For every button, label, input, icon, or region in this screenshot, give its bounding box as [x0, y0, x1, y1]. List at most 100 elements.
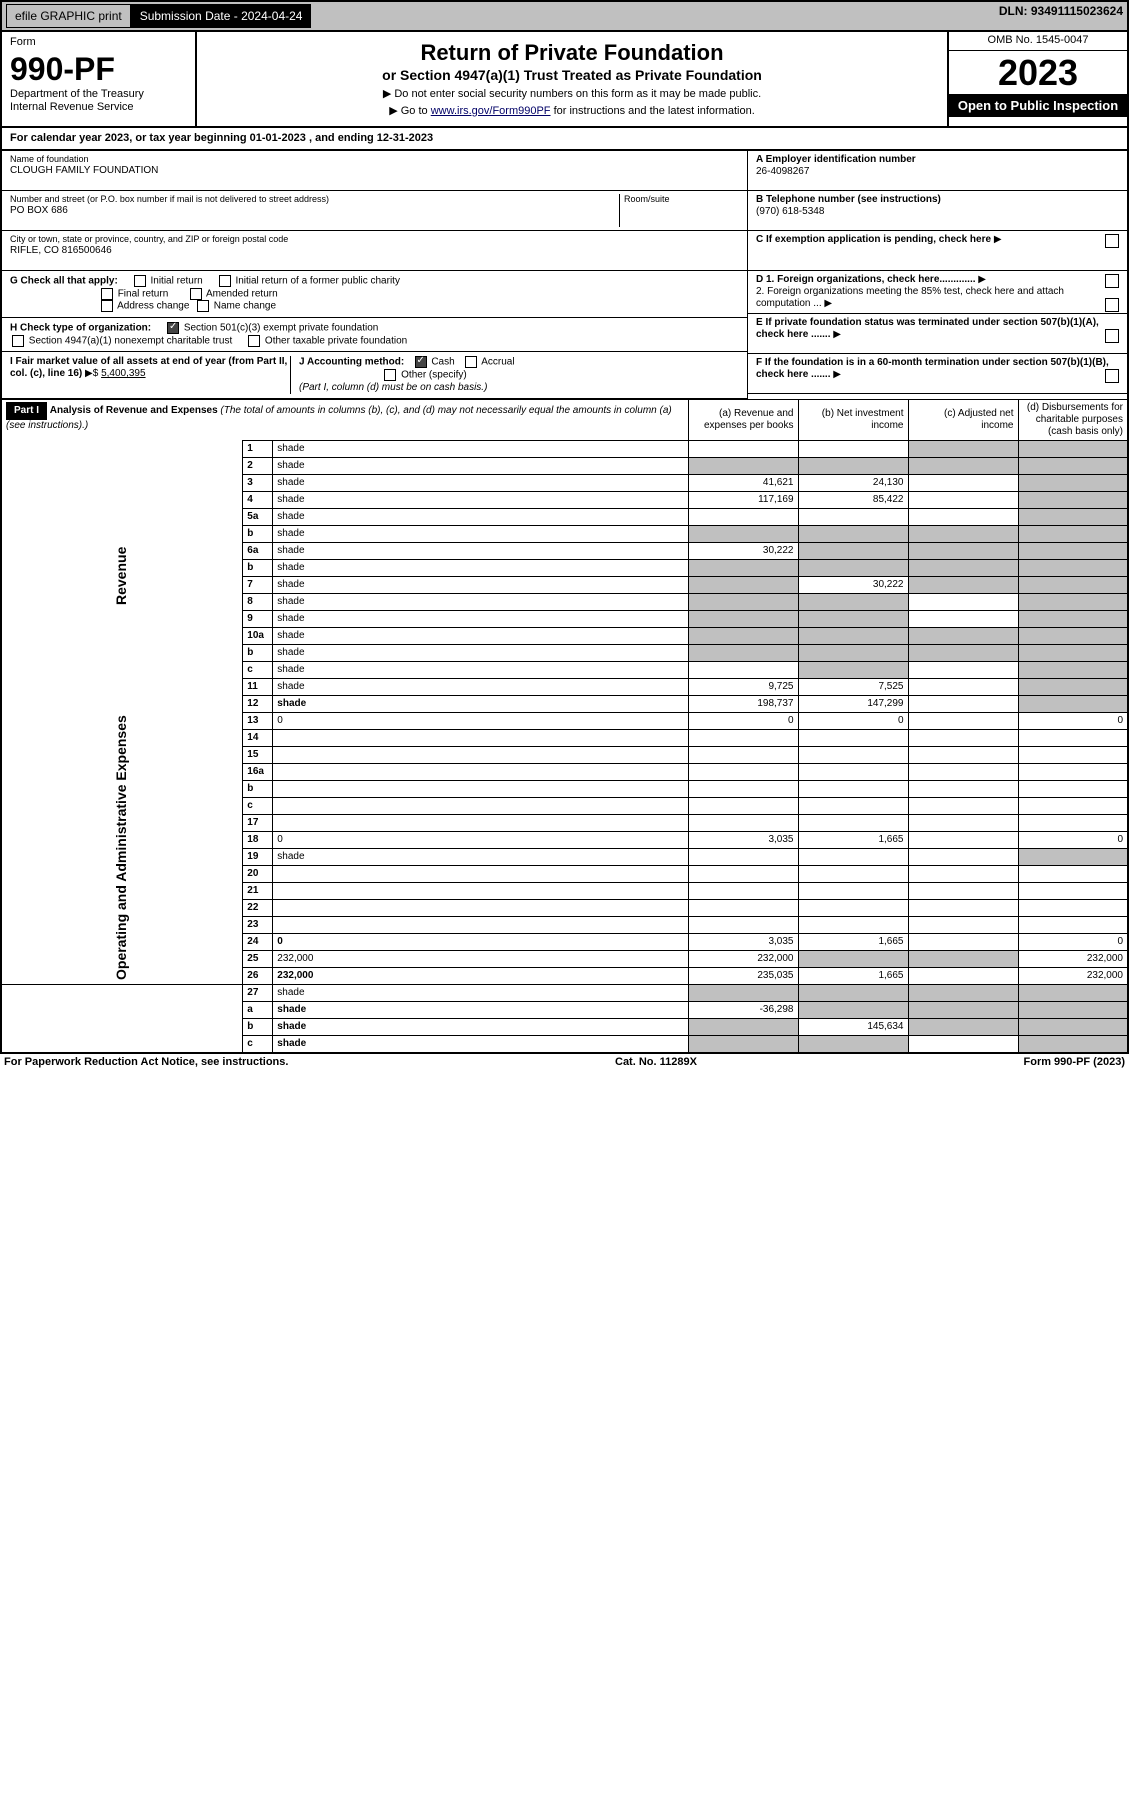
c-checkbox[interactable]	[1105, 234, 1119, 248]
d1-checkbox[interactable]	[1105, 274, 1119, 288]
line-number: 15	[243, 746, 273, 763]
table-cell	[688, 593, 798, 610]
table-cell	[908, 882, 1018, 899]
foundation-name: CLOUGH FAMILY FOUNDATION	[10, 165, 739, 177]
line-desc: shade	[273, 661, 688, 678]
line-number: 2	[243, 457, 273, 474]
tax-year: 2023	[949, 51, 1127, 94]
line-number: 25	[243, 950, 273, 967]
table-cell	[1018, 1035, 1128, 1053]
table-cell: 41,621	[688, 474, 798, 491]
efile-label: efile GRAPHIC print	[6, 4, 131, 28]
table-cell: -36,298	[688, 1001, 798, 1018]
table-cell: 235,035	[688, 967, 798, 984]
f-checkbox[interactable]	[1105, 369, 1119, 383]
line-desc: shade	[273, 440, 688, 457]
table-cell	[688, 1035, 798, 1053]
table-cell	[908, 746, 1018, 763]
table-cell	[798, 1035, 908, 1053]
table-cell	[688, 661, 798, 678]
table-cell: 24,130	[798, 474, 908, 491]
final-checkbox[interactable]	[101, 288, 113, 300]
table-cell: 7,525	[798, 678, 908, 695]
table-cell	[688, 729, 798, 746]
table-cell	[908, 457, 1018, 474]
col-d: (d) Disbursements for charitable purpose…	[1018, 399, 1128, 440]
section-label: Revenue	[1, 440, 243, 712]
table-cell	[1018, 661, 1128, 678]
city: RIFLE, CO 816500646	[10, 245, 739, 257]
table-cell	[908, 525, 1018, 542]
accrual-checkbox[interactable]	[465, 356, 477, 368]
table-cell	[688, 916, 798, 933]
table-cell	[798, 440, 908, 457]
table-cell	[688, 559, 798, 576]
line-desc: shade	[273, 644, 688, 661]
line-number: 7	[243, 576, 273, 593]
initial-former-checkbox[interactable]	[219, 275, 231, 287]
address-change-checkbox[interactable]	[101, 300, 113, 312]
line-desc: shade	[273, 525, 688, 542]
table-cell	[1018, 559, 1128, 576]
table-cell	[688, 627, 798, 644]
table-cell	[1018, 780, 1128, 797]
line-number: 1	[243, 440, 273, 457]
table-cell	[908, 967, 1018, 984]
line-number: 17	[243, 814, 273, 831]
table-cell: 145,634	[798, 1018, 908, 1035]
line-desc: 232,000	[273, 967, 688, 984]
table-cell	[1018, 984, 1128, 1001]
line-number: 24	[243, 933, 273, 950]
line-number: c	[243, 661, 273, 678]
name-change-checkbox[interactable]	[197, 300, 209, 312]
omb: OMB No. 1545-0047	[949, 32, 1127, 50]
table-cell	[1018, 814, 1128, 831]
line-number: c	[243, 1035, 273, 1053]
section-spacer	[1, 984, 243, 1053]
table-cell	[908, 1035, 1018, 1053]
table-cell	[798, 610, 908, 627]
table-cell	[1018, 729, 1128, 746]
line-desc: shade	[273, 474, 688, 491]
line-number: 18	[243, 831, 273, 848]
form-number: 990-PF	[10, 50, 187, 88]
form-link[interactable]: www.irs.gov/Form990PF	[431, 105, 551, 117]
4947-checkbox[interactable]	[12, 335, 24, 347]
form-header: Form 990-PF Department of the Treasury I…	[0, 32, 1129, 128]
table-cell	[1018, 1018, 1128, 1035]
other-taxable-checkbox[interactable]	[248, 335, 260, 347]
table-cell	[908, 712, 1018, 729]
table-cell	[908, 797, 1018, 814]
other-method-checkbox[interactable]	[384, 369, 396, 381]
f-label: F If the foundation is in a 60-month ter…	[756, 357, 1109, 380]
table-cell: 0	[1018, 933, 1128, 950]
address: PO BOX 686	[10, 205, 619, 217]
line-desc: shade	[273, 508, 688, 525]
line-desc: shade	[273, 848, 688, 865]
table-cell	[798, 814, 908, 831]
table-cell	[798, 848, 908, 865]
table-cell: 9,725	[688, 678, 798, 695]
table-cell	[908, 814, 1018, 831]
col-b: (b) Net investment income	[798, 399, 908, 440]
table-cell	[1018, 1001, 1128, 1018]
table-cell	[798, 593, 908, 610]
line-desc: shade	[273, 542, 688, 559]
e-checkbox[interactable]	[1105, 329, 1119, 343]
cash-checkbox[interactable]	[415, 356, 427, 368]
line-desc: 232,000	[273, 950, 688, 967]
table-cell	[908, 916, 1018, 933]
d2-checkbox[interactable]	[1105, 298, 1119, 312]
footer: For Paperwork Reduction Act Notice, see …	[0, 1054, 1129, 1071]
table-cell	[1018, 763, 1128, 780]
d2-label: 2. Foreign organizations meeting the 85%…	[756, 286, 1064, 309]
phone-label: B Telephone number (see instructions)	[756, 194, 941, 205]
line-desc	[273, 814, 688, 831]
open-notice: Open to Public Inspection	[949, 94, 1127, 118]
amended-checkbox[interactable]	[190, 288, 202, 300]
501c3-checkbox[interactable]	[167, 322, 179, 334]
initial-checkbox[interactable]	[134, 275, 146, 287]
irs: Internal Revenue Service	[10, 101, 187, 114]
dln: DLN: 93491115023624	[999, 4, 1123, 28]
line-number: 19	[243, 848, 273, 865]
